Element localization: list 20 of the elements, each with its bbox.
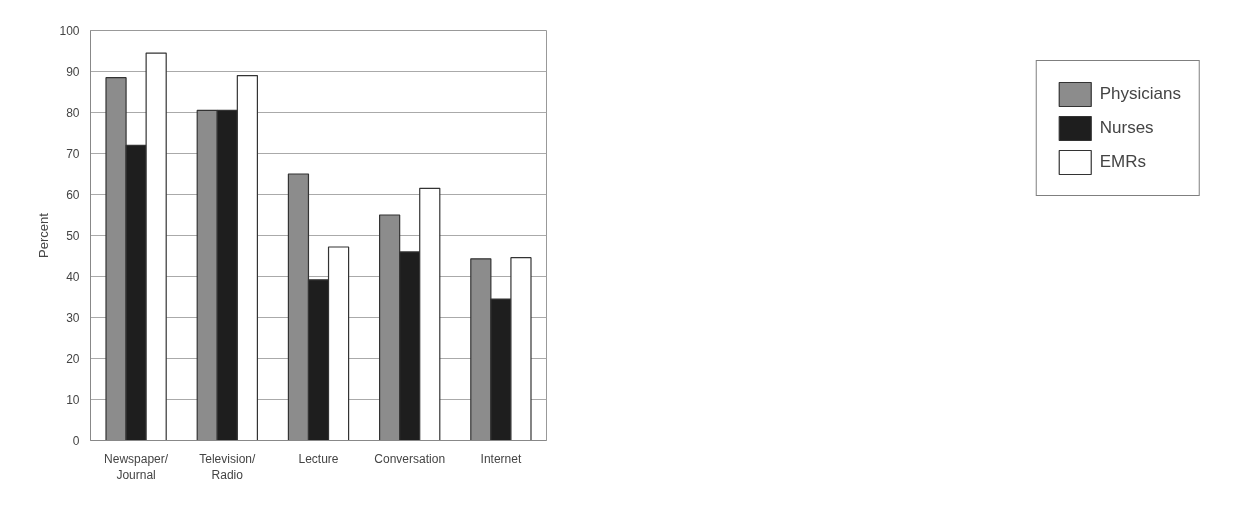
legend-label: Physicians [1099, 84, 1181, 104]
y-tick-label: 40 [66, 270, 80, 284]
y-tick-label: 10 [66, 393, 80, 407]
y-tick-label: 80 [66, 106, 80, 120]
x-tick-label: Television/ Radio [199, 451, 256, 483]
y-tick-label: 50 [66, 229, 80, 243]
x-tick-label: Conversation [374, 451, 446, 466]
y-tick-label: 30 [66, 311, 80, 325]
y-tick-label: 20 [66, 352, 80, 366]
y-tick-label: 100 [59, 24, 80, 38]
y-tick-label: 90 [66, 65, 80, 79]
legend-label: EMRs [1099, 152, 1147, 172]
y-tick-label: 70 [66, 147, 80, 161]
x-tick-label: Newspaper/ Journal [104, 451, 169, 483]
y-tick-label: 60 [66, 188, 80, 202]
y-tick-label: 0 [72, 434, 80, 448]
legend-label: Nurses [1099, 118, 1154, 138]
x-tick-label: Lecture [298, 451, 339, 466]
x-tick-label: Internet [480, 451, 522, 466]
y-axis-title: Percent [36, 212, 52, 258]
